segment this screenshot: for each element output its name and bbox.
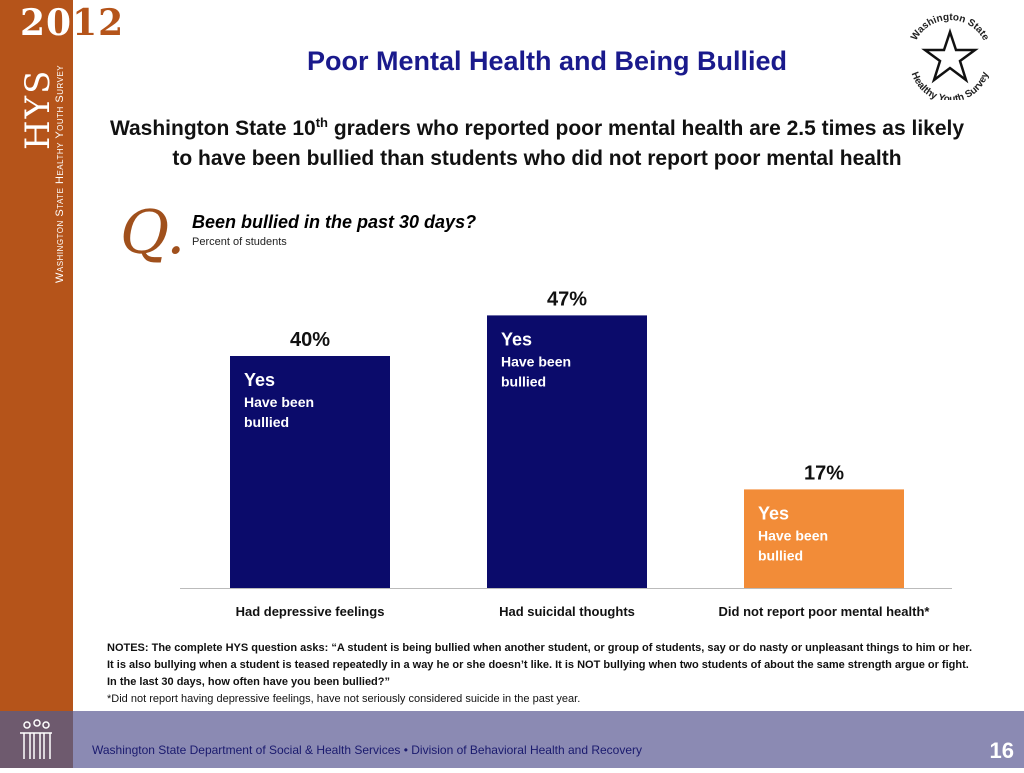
hys-logo-icon: Washington State Healthy Youth Survey: [909, 12, 992, 100]
category-label: Did not report poor mental health*: [719, 604, 931, 619]
page-number: 16: [989, 738, 1014, 763]
data-label: 40%: [290, 329, 330, 351]
dshs-people-icon: [0, 711, 73, 768]
year-suffix: 12: [72, 2, 125, 44]
footer: Washington State Department of Social & …: [0, 711, 1024, 768]
category-label: Had suicidal thoughts: [499, 604, 635, 619]
bar: [487, 315, 647, 588]
bar: [744, 489, 904, 588]
year: 2012: [20, 2, 124, 44]
page-title: Poor Mental Health and Being Bullied: [306, 46, 788, 76]
subtitle-post: graders who reported poor mental health …: [172, 117, 965, 170]
subtitle-sup: th: [315, 115, 328, 130]
footnote: *Did not report having depressive feelin…: [107, 693, 581, 705]
year-prefix: 20: [20, 2, 73, 44]
bar-label-sub: Have been: [501, 353, 571, 369]
notes-text: NOTES: The complete HYS question asks: “…: [107, 642, 973, 688]
bar: [230, 356, 390, 588]
category-label: Had depressive feelings: [236, 604, 385, 619]
bar-label-sub: Have been: [244, 394, 314, 410]
bar-label-main: Yes: [244, 370, 275, 390]
bar-label-sub: Have been: [758, 527, 828, 543]
question-mark-q: Q.: [120, 198, 186, 268]
unit-label: Percent of students: [192, 236, 287, 248]
bar-label-sub: bullied: [758, 547, 803, 563]
bar-label-main: Yes: [501, 329, 532, 349]
data-label: 17%: [804, 462, 844, 484]
bar-label-sub: bullied: [501, 373, 546, 389]
notes: NOTES: The complete HYS question asks: “…: [107, 640, 977, 708]
subtitle-pre: Washington State 10: [109, 117, 316, 140]
subtitle: Washington State 10th graders who report…: [100, 108, 974, 174]
sidebar: HYS Washington State Healthy Youth Surve…: [0, 0, 73, 711]
question-text: Been bullied in the past 30 days?: [192, 212, 477, 232]
bar-label-main: Yes: [758, 503, 789, 523]
data-label: 47%: [547, 288, 587, 310]
bar-label-sub: bullied: [244, 414, 289, 430]
footer-text: Washington State Department of Social & …: [92, 743, 643, 757]
